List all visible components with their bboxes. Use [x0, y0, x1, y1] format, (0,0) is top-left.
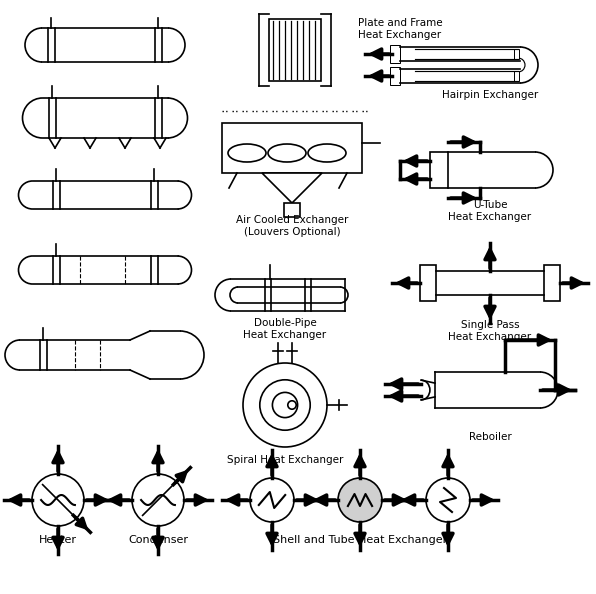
Circle shape	[338, 478, 382, 522]
Bar	[390, 45, 400, 63]
Text: Single Pass: Single Pass	[461, 320, 519, 330]
Text: U-Tube: U-Tube	[473, 200, 507, 210]
Text: Spiral Heat Exchanger: Spiral Heat Exchanger	[227, 455, 343, 465]
Bar	[284, 203, 300, 217]
Bar	[390, 67, 400, 85]
Circle shape	[426, 478, 470, 522]
Text: (Louvers Optional): (Louvers Optional)	[244, 227, 340, 237]
Bar	[514, 49, 519, 59]
Text: Condenser: Condenser	[128, 535, 188, 545]
Text: Heat Exchanger: Heat Exchanger	[243, 330, 327, 340]
Bar	[430, 152, 448, 188]
Ellipse shape	[308, 144, 346, 162]
Text: Heat Exchanger: Heat Exchanger	[358, 30, 441, 40]
Circle shape	[32, 474, 84, 526]
Bar	[269, 19, 321, 81]
Text: Plate and Frame: Plate and Frame	[358, 18, 443, 28]
Circle shape	[250, 478, 294, 522]
Bar	[514, 71, 519, 81]
Text: Double-Pipe: Double-Pipe	[254, 318, 316, 328]
Text: Heater: Heater	[39, 535, 77, 545]
Text: Heat Exchanger: Heat Exchanger	[448, 212, 532, 222]
Text: Air Cooled Exchanger: Air Cooled Exchanger	[236, 215, 348, 225]
Ellipse shape	[228, 144, 266, 162]
Bar	[222, 123, 362, 173]
Text: Reboiler: Reboiler	[468, 432, 511, 442]
Bar	[420, 265, 436, 301]
Polygon shape	[262, 173, 322, 203]
Text: Hairpin Exchanger: Hairpin Exchanger	[442, 90, 538, 100]
Bar	[544, 265, 560, 301]
Text: Heat Exchanger: Heat Exchanger	[448, 332, 532, 342]
Text: Shell and Tube Heat Exchanger: Shell and Tube Heat Exchanger	[273, 535, 447, 545]
Circle shape	[132, 474, 184, 526]
Ellipse shape	[268, 144, 306, 162]
